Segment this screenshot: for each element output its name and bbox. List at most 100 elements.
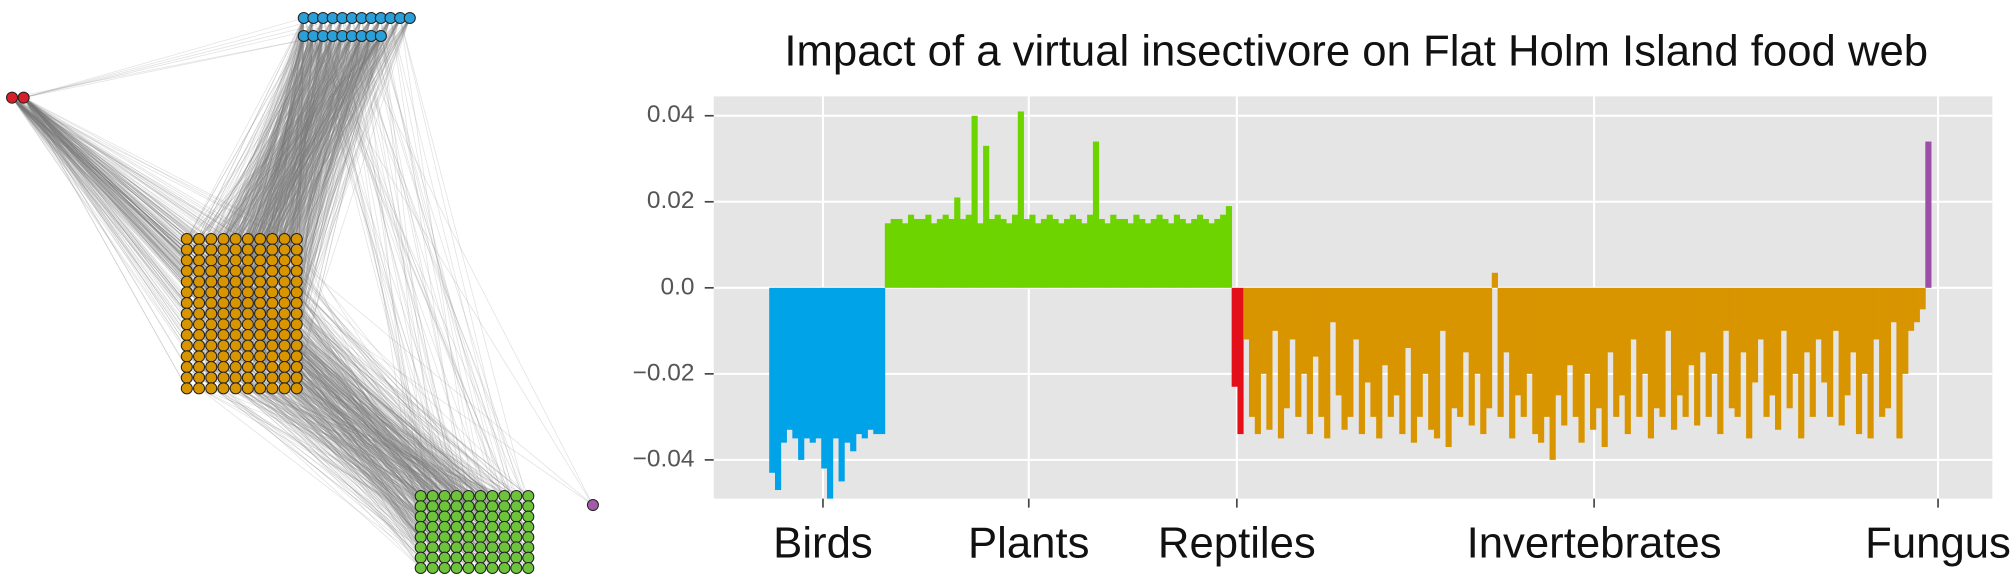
edge: [322, 35, 493, 507]
edge: [223, 17, 324, 250]
node: [290, 339, 303, 352]
edge: [296, 356, 433, 558]
edge: [186, 35, 353, 325]
edge: [223, 388, 433, 569]
node: [414, 561, 427, 575]
edge: [23, 17, 324, 99]
edge: [296, 17, 353, 336]
edge: [296, 35, 362, 250]
node: [205, 371, 218, 384]
edge: [23, 97, 200, 346]
node: [229, 382, 242, 395]
edge: [259, 356, 505, 517]
node: [193, 232, 206, 246]
node: [17, 91, 30, 104]
edge: [223, 17, 382, 250]
node: [462, 531, 475, 544]
edge: [284, 356, 517, 517]
node: [241, 339, 254, 352]
edge: [198, 292, 445, 517]
edge: [235, 17, 401, 261]
node: [278, 339, 291, 352]
edge: [23, 97, 224, 240]
edge: [235, 35, 343, 325]
edge: [198, 35, 382, 325]
edge: [284, 377, 493, 507]
node: [278, 307, 291, 320]
edge: [296, 35, 334, 250]
edge: [23, 97, 188, 272]
node: [498, 561, 511, 575]
bar: [1572, 287, 1579, 417]
edge: [210, 17, 411, 272]
edge: [186, 35, 382, 250]
edge: [186, 35, 382, 272]
bar: [786, 287, 793, 430]
edge: [223, 17, 334, 304]
edge: [235, 260, 481, 548]
edge: [11, 97, 236, 251]
edge: [223, 17, 324, 368]
edge: [247, 35, 372, 325]
node: [205, 339, 218, 352]
edge: [23, 97, 212, 389]
edge: [23, 97, 297, 240]
edge: [198, 388, 433, 569]
edge: [271, 35, 353, 261]
bar: [1139, 218, 1146, 288]
edge: [11, 97, 200, 325]
edge: [296, 17, 343, 357]
edge: [223, 281, 469, 507]
edge: [272, 249, 517, 507]
edge: [235, 35, 334, 325]
edge: [271, 35, 324, 325]
node: [266, 275, 279, 288]
edge: [284, 334, 445, 497]
bar: [1393, 287, 1400, 396]
edge: [271, 35, 314, 314]
node: [278, 264, 291, 278]
edge: [235, 17, 343, 293]
edge: [351, 35, 517, 497]
edge: [259, 17, 314, 250]
node: [254, 360, 267, 374]
bar: [1925, 141, 1932, 288]
node: [180, 328, 193, 342]
edge: [284, 313, 457, 538]
node: [474, 510, 487, 523]
node: [266, 371, 279, 384]
bar: [815, 287, 822, 439]
node: [193, 360, 206, 374]
edge: [186, 238, 529, 528]
bar: [925, 214, 932, 288]
bar: [1607, 287, 1614, 353]
edge: [296, 35, 353, 282]
bar: [1156, 214, 1163, 288]
bar: [838, 287, 845, 482]
edge: [271, 17, 324, 368]
edge: [11, 97, 188, 272]
edge: [186, 366, 517, 528]
node: [498, 500, 511, 513]
edge: [186, 17, 362, 304]
edge: [272, 302, 481, 517]
bar: [1653, 287, 1660, 409]
node: [180, 243, 193, 256]
edge: [198, 17, 372, 250]
edge: [284, 17, 382, 272]
node: [241, 371, 254, 384]
edge: [210, 17, 305, 272]
node: [278, 360, 291, 374]
node: [290, 382, 303, 395]
edge: [223, 35, 314, 272]
bar: [809, 287, 816, 443]
edge: [235, 366, 421, 548]
edge: [235, 17, 353, 261]
bar: [1069, 214, 1076, 288]
edge: [198, 35, 314, 336]
bar: [1295, 287, 1302, 417]
bar: [1699, 287, 1707, 353]
bar: [1578, 287, 1585, 443]
edge: [313, 17, 517, 528]
